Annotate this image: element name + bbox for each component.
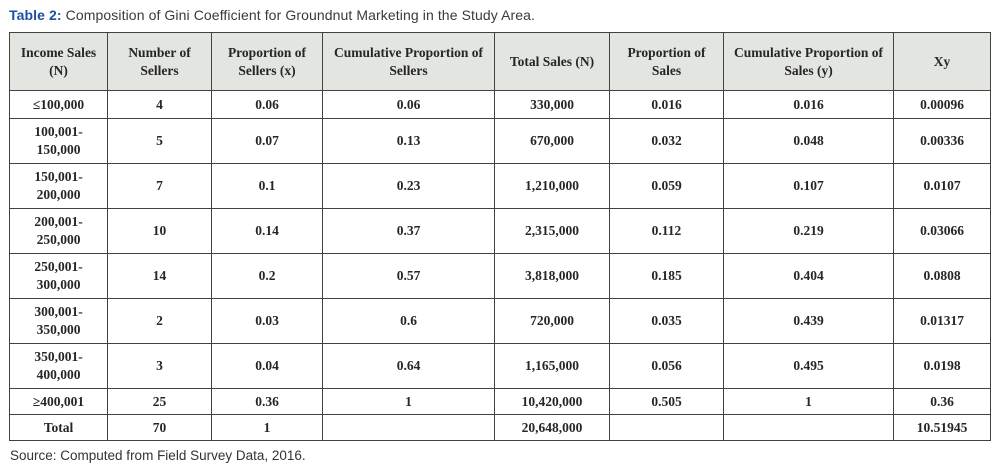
table-cell: 0.01317 — [893, 298, 991, 344]
table-cell: 3,818,000 — [494, 253, 610, 299]
table-cell: 670,000 — [494, 118, 610, 164]
table-caption-label: Table 2: — [9, 7, 62, 23]
table-cell: 0.36 — [893, 388, 991, 415]
table-cell: 0.059 — [609, 163, 724, 209]
table-cell: 0.016 — [609, 90, 724, 119]
table-cell: 1 — [723, 388, 894, 415]
table-cell: 10 — [107, 208, 212, 254]
table-row: 200,001-250,000 10 0.14 0.37 2,315,000 0… — [9, 208, 991, 254]
table-cell: 20,648,000 — [494, 414, 610, 441]
table-cell: 0.056 — [609, 343, 724, 389]
table-cell: 2 — [107, 298, 212, 344]
table-cell: 0.505 — [609, 388, 724, 415]
table-cell: 4 — [107, 90, 212, 119]
table-cell: 2,315,000 — [494, 208, 610, 254]
table-cell: 0.048 — [723, 118, 894, 164]
table-row: ≤100,000 4 0.06 0.06 330,000 0.016 0.016… — [9, 90, 991, 119]
table-cell: 1,210,000 — [494, 163, 610, 209]
table-cell: 200,001-250,000 — [9, 208, 108, 254]
table-cell: 0.06 — [211, 90, 323, 119]
table-cell: 25 — [107, 388, 212, 415]
header-cell-number-of-sellers: Number of Sellers — [107, 32, 212, 91]
table-cell: 7 — [107, 163, 212, 209]
table-cell: 0.00336 — [893, 118, 991, 164]
table-cell: 70 — [107, 414, 212, 441]
table-cell: 0.032 — [609, 118, 724, 164]
table-cell: 250,001-300,000 — [9, 253, 108, 299]
header-cell-income-sales: Income Sales (N) — [9, 32, 108, 91]
table-row-total: Total 70 1 20,648,000 10.51945 — [9, 414, 991, 441]
table-cell: 14 — [107, 253, 212, 299]
source-note: Source: Computed from Field Survey Data,… — [10, 448, 306, 463]
table-cell: ≥400,001 — [9, 388, 108, 415]
table-cell: 0.6 — [322, 298, 495, 344]
table-cell: 10.51945 — [893, 414, 991, 441]
table-row: 300,001-350,000 2 0.03 0.6 720,000 0.035… — [9, 298, 991, 344]
table-cell: 0.64 — [322, 343, 495, 389]
table-cell: 0.112 — [609, 208, 724, 254]
table-cell: 100,001-150,000 — [9, 118, 108, 164]
table-cell: 0.219 — [723, 208, 894, 254]
table-cell: 0.14 — [211, 208, 323, 254]
table-row: ≥400,001 25 0.36 1 10,420,000 0.505 1 0.… — [9, 388, 991, 415]
table-cell: 0.016 — [723, 90, 894, 119]
table-row: 100,001-150,000 5 0.07 0.13 670,000 0.03… — [9, 118, 991, 164]
table-row: 250,001-300,000 14 0.2 0.57 3,818,000 0.… — [9, 253, 991, 299]
table-cell: 330,000 — [494, 90, 610, 119]
table-cell: 0.36 — [211, 388, 323, 415]
table-cell: 0.495 — [723, 343, 894, 389]
table-cell: 0.13 — [322, 118, 495, 164]
header-cell-cumulative-proportion-of-sellers: Cumulative Proportion of Sellers — [322, 32, 495, 91]
table-cell: 0.404 — [723, 253, 894, 299]
header-cell-xy: Xy — [893, 32, 991, 91]
table-cell: 0.1 — [211, 163, 323, 209]
table-cell: 300,001-350,000 — [9, 298, 108, 344]
table-cell: 0.2 — [211, 253, 323, 299]
table-cell: 5 — [107, 118, 212, 164]
table-header-row: Income Sales (N) Number of Sellers Propo… — [9, 32, 991, 91]
table-caption: Table 2: Composition of Gini Coefficient… — [9, 7, 990, 23]
table-cell: 0.0198 — [893, 343, 991, 389]
table-cell: 0.00096 — [893, 90, 991, 119]
table-cell: 0.185 — [609, 253, 724, 299]
table-row: 150,001-200,000 7 0.1 0.23 1,210,000 0.0… — [9, 163, 991, 209]
table-cell — [609, 414, 724, 441]
table-cell: 0.57 — [322, 253, 495, 299]
table-cell: 0.23 — [322, 163, 495, 209]
header-cell-proportion-of-sales: Proportion of Sales — [609, 32, 724, 91]
table-cell: 0.035 — [609, 298, 724, 344]
table-cell: 1 — [322, 388, 495, 415]
table-cell: 0.04 — [211, 343, 323, 389]
table-caption-text: Composition of Gini Coefficient for Grou… — [61, 7, 536, 23]
table-cell: 150,001-200,000 — [9, 163, 108, 209]
table-cell: 0.107 — [723, 163, 894, 209]
header-cell-cumulative-proportion-of-sales: Cumulative Proportion of Sales (y) — [723, 32, 894, 91]
table-cell: ≤100,000 — [9, 90, 108, 119]
table-cell: 0.0107 — [893, 163, 991, 209]
table-cell — [322, 414, 495, 441]
table-cell: 10,420,000 — [494, 388, 610, 415]
table-cell: 0.37 — [322, 208, 495, 254]
gini-coefficient-table: Income Sales (N) Number of Sellers Propo… — [9, 32, 991, 441]
table-cell: 350,001-400,000 — [9, 343, 108, 389]
table-cell — [723, 414, 894, 441]
table-cell: 1,165,000 — [494, 343, 610, 389]
table-cell: 720,000 — [494, 298, 610, 344]
table-cell: 1 — [211, 414, 323, 441]
table-cell: 0.07 — [211, 118, 323, 164]
table-cell: 0.06 — [322, 90, 495, 119]
header-cell-proportion-of-sellers: Proportion of Sellers (x) — [211, 32, 323, 91]
table-cell: 0.439 — [723, 298, 894, 344]
table-cell: Total — [9, 414, 108, 441]
header-cell-total-sales: Total Sales (N) — [494, 32, 610, 91]
table-row: 350,001-400,000 3 0.04 0.64 1,165,000 0.… — [9, 343, 991, 389]
table-cell: 0.03 — [211, 298, 323, 344]
table-cell: 0.0808 — [893, 253, 991, 299]
table-cell: 3 — [107, 343, 212, 389]
table-cell: 0.03066 — [893, 208, 991, 254]
